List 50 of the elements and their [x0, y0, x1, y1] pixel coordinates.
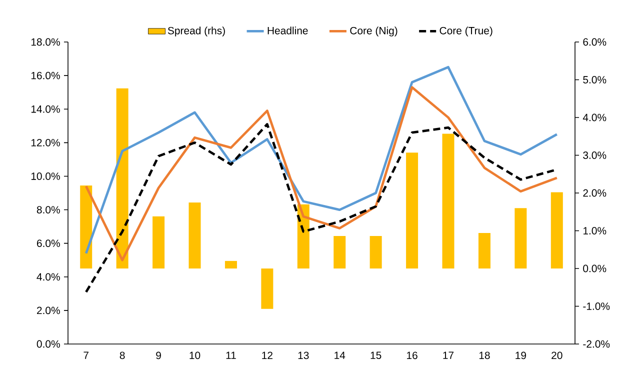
bar — [116, 88, 128, 268]
y2-tick-label: -1.0% — [583, 302, 610, 310]
bar — [442, 134, 454, 268]
y-tick-label: 12.0% — [31, 138, 60, 146]
bar — [406, 152, 418, 268]
bar — [370, 236, 382, 268]
x-tick-label: 8 — [120, 352, 125, 360]
bar — [224, 260, 237, 268]
x-tick-label: 15 — [370, 352, 382, 359]
x-tick-label: 17 — [443, 352, 454, 359]
bar — [80, 185, 92, 268]
y-tick-label: 2.0% — [37, 306, 60, 314]
x-tick-label: 19 — [516, 352, 526, 360]
x-tick-label: 10 — [190, 352, 200, 360]
x-tick-label: 9 — [156, 352, 161, 360]
x-tick-label: 14 — [334, 352, 346, 359]
y-tick-label: 10.0% — [31, 172, 60, 180]
bar — [550, 192, 563, 268]
legend-label: Core (True) — [440, 26, 492, 36]
y2-tick-label: -2.0% — [583, 340, 610, 348]
y-tick-label: 6.0% — [37, 240, 60, 248]
x-tick-label: 11 — [226, 352, 236, 359]
legend-label: Headline — [268, 26, 308, 34]
bar — [261, 268, 274, 309]
y-tick-label: 4.0% — [36, 273, 60, 281]
y-tick-label: 8.0% — [36, 206, 60, 214]
y-tick-label: 16.0% — [31, 72, 60, 80]
y2-tick-label: 4.0% — [582, 114, 606, 122]
y-tick-label: 0.0% — [36, 340, 60, 348]
legend-label: Spread (rhs) — [168, 26, 225, 36]
x-tick-label: 16 — [407, 352, 418, 360]
x-tick-label: 18 — [479, 352, 490, 360]
bar — [188, 202, 201, 268]
y2-tick-label: 0.0% — [583, 264, 606, 272]
x-tick-label: 12 — [262, 352, 272, 359]
y-tick-label: 14.0% — [31, 105, 60, 113]
y2-tick-label: 1.0% — [583, 227, 606, 234]
bar — [152, 216, 165, 268]
y-tick-label: 18.0% — [31, 38, 60, 46]
x-tick-label: 13 — [298, 352, 309, 360]
y2-tick-label: 3.0% — [583, 152, 606, 159]
y2-tick-label: 2.0% — [583, 189, 606, 197]
x-tick-label: 20 — [552, 352, 562, 360]
x-tick-label: 7 — [84, 352, 88, 359]
bar — [334, 236, 346, 268]
bar — [478, 233, 490, 268]
bar — [514, 208, 527, 268]
legend-label: Core (Nig) — [350, 26, 398, 36]
y2-tick-label: 5.0% — [583, 76, 606, 84]
y2-tick-label: 6.0% — [583, 38, 606, 46]
